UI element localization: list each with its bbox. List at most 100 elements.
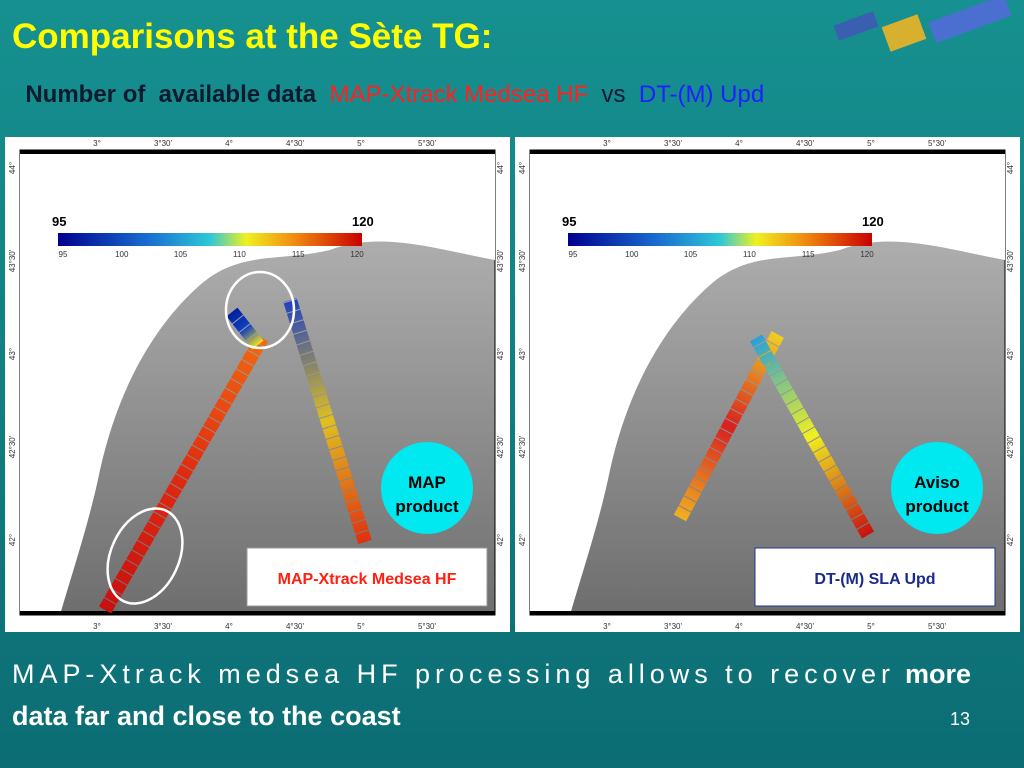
lat-label: 44° bbox=[8, 162, 17, 174]
colorbar-tick: 110 bbox=[743, 250, 756, 259]
body-emphasis: data far and close to the coast bbox=[12, 701, 401, 731]
lat-label: 43°30' bbox=[496, 249, 505, 272]
lat-label: 42° bbox=[8, 534, 17, 546]
lon-label: 5°30' bbox=[928, 622, 947, 631]
lat-label: 42° bbox=[1006, 534, 1015, 546]
label-text: MAP-Xtrack Medsea HF bbox=[278, 571, 457, 588]
lon-label: 3° bbox=[603, 139, 611, 148]
land bbox=[20, 150, 495, 615]
body-text: MAP-Xtrack medsea HF processing allows t… bbox=[12, 659, 890, 689]
colorbar-tick: 100 bbox=[115, 250, 129, 259]
lon-label: 5°30' bbox=[418, 139, 437, 148]
subtitle-lead: Number of available data bbox=[25, 81, 316, 108]
map-border-top bbox=[20, 150, 495, 154]
lat-label: 42°30' bbox=[496, 435, 505, 458]
body-emphasis: more bbox=[905, 659, 971, 689]
map-panel: 3° 3° 3°30' 3°30' 4° 4° 4°30' 4°30' 5° 5° 5°30' 5°3… bbox=[5, 137, 510, 632]
colorbar-tick: 105 bbox=[684, 250, 698, 259]
colorbar bbox=[568, 233, 872, 246]
badge-text: MAP bbox=[408, 473, 446, 492]
colorbar-tick: 95 bbox=[59, 250, 68, 259]
lon-label: 5° bbox=[867, 622, 875, 631]
subtitle-vs: vs bbox=[602, 81, 626, 108]
label-text: DT-(M) SLA Upd bbox=[814, 571, 935, 588]
lat-label: 43°30' bbox=[1006, 249, 1015, 272]
colorbar-max: 120 bbox=[862, 214, 884, 229]
panels: 3°3°3°30'3°30'4°4°4°30'4°30'5°5°5°30'5°3… bbox=[5, 137, 1020, 632]
badge-text: product bbox=[905, 497, 969, 516]
lat-label: 42° bbox=[518, 534, 527, 546]
lat-label: 43°30' bbox=[8, 249, 17, 272]
map-border-bottom bbox=[20, 611, 495, 615]
colorbar bbox=[58, 233, 362, 246]
lon-label: 4°30' bbox=[796, 622, 815, 631]
lon-label: 5° bbox=[357, 139, 365, 148]
page-number: 13 bbox=[950, 709, 970, 729]
colorbar-tick: 115 bbox=[292, 250, 305, 259]
lon-label: 3° bbox=[93, 622, 101, 631]
lat-label: 44° bbox=[1006, 162, 1015, 174]
lon-label: 4°30' bbox=[286, 622, 305, 631]
lat-label: 44° bbox=[496, 162, 505, 174]
colorbar-min: 95 bbox=[52, 214, 66, 229]
title: Comparisons at the Sète TG: bbox=[12, 17, 492, 56]
lon-label: 3°30' bbox=[664, 139, 683, 148]
lon-label: 3°30' bbox=[664, 622, 683, 631]
lon-label: 4° bbox=[225, 622, 233, 631]
lat-label: 43° bbox=[518, 348, 527, 360]
lon-label: 4°30' bbox=[286, 139, 305, 148]
product-badge bbox=[891, 442, 983, 534]
subtitle-product-a: MAP-Xtrack Medsea HF bbox=[329, 81, 588, 108]
lon-label: 5° bbox=[357, 622, 365, 631]
colorbar-tick: 120 bbox=[350, 250, 364, 259]
badge-text: Aviso bbox=[914, 473, 960, 492]
lon-label: 4°30' bbox=[796, 139, 815, 148]
map-panel: 3° 3° 3°30' 3°30' 4° 4° 4°30' 4°30' 5° 5° 5°30' 5°3… bbox=[515, 137, 1020, 632]
satellite-track bbox=[749, 334, 875, 539]
satellite-track bbox=[283, 297, 372, 545]
lat-label: 42°30' bbox=[1006, 435, 1015, 458]
lon-label: 5°30' bbox=[418, 622, 437, 631]
lat-label: 42° bbox=[496, 534, 505, 546]
badge-text: product bbox=[395, 497, 459, 516]
colorbar-tick: 120 bbox=[860, 250, 874, 259]
colorbar-tick: 95 bbox=[569, 250, 578, 259]
colorbar-tick: 100 bbox=[625, 250, 639, 259]
highlight-circle bbox=[106, 507, 184, 605]
lon-label: 4° bbox=[735, 139, 743, 148]
lon-label: 3°30' bbox=[154, 622, 173, 631]
lon-label: 4° bbox=[735, 622, 743, 631]
satellite-icon bbox=[833, 0, 1012, 52]
colorbar-tick: 115 bbox=[802, 250, 815, 259]
satellite-track bbox=[98, 334, 269, 614]
lat-label: 43° bbox=[1006, 348, 1015, 360]
lat-label: 42°30' bbox=[8, 435, 17, 458]
lat-label: 44° bbox=[518, 162, 527, 174]
subtitle: Number of available data MAP-Xtrack Meds… bbox=[12, 81, 771, 108]
lon-label: 3° bbox=[603, 622, 611, 631]
subtitle-product-b: DT-(M) Upd bbox=[639, 81, 764, 108]
lon-label: 5°30' bbox=[928, 139, 947, 148]
map-border-bottom bbox=[530, 611, 1005, 615]
label-box bbox=[754, 547, 996, 607]
colorbar-tick: 110 bbox=[233, 250, 246, 259]
colorbar-tick: 105 bbox=[174, 250, 188, 259]
lat-label: 43° bbox=[8, 348, 17, 360]
land bbox=[530, 150, 1005, 615]
lon-label: 4° bbox=[225, 139, 233, 148]
highlight-circle bbox=[224, 270, 296, 350]
colorbar-max: 120 bbox=[352, 214, 374, 229]
product-badge bbox=[381, 442, 473, 534]
lat-label: 42°30' bbox=[518, 435, 527, 458]
lon-label: 3°30' bbox=[154, 139, 173, 148]
lon-label: 3° bbox=[93, 139, 101, 148]
label-box bbox=[246, 547, 488, 607]
lat-label: 43° bbox=[496, 348, 505, 360]
lat-label: 43°30' bbox=[518, 249, 527, 272]
colorbar-min: 95 bbox=[562, 214, 576, 229]
satellite-track bbox=[226, 307, 264, 350]
lon-label: 5° bbox=[867, 139, 875, 148]
map-border-top bbox=[530, 150, 1005, 154]
satellite-track bbox=[673, 330, 785, 522]
